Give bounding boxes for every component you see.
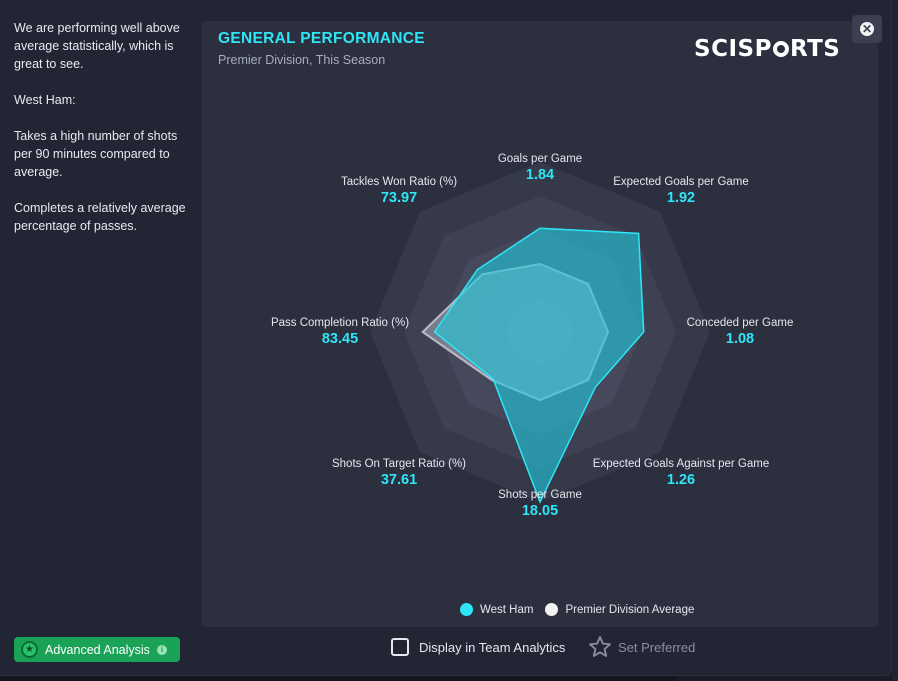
legend-dot-team	[460, 603, 473, 616]
summary-paragraph: Completes a relatively average percentag…	[14, 201, 186, 233]
metric-value: 1.92	[666, 190, 696, 206]
background-scroll-strip	[892, 0, 898, 681]
legend-dot-average	[545, 603, 559, 616]
metric-label: Goals per Game	[497, 153, 583, 165]
summary-paragraph: West Ham:	[14, 93, 76, 107]
metric-label: Expected Goals per Game	[613, 176, 749, 188]
metric-value: 1.08	[725, 331, 755, 347]
metric-label: Shots On Target Ratio (%)	[331, 458, 467, 470]
metric-conceded-per-game: Conceded per Game 1.08	[687, 316, 794, 348]
metric-tackles-won-ratio: Tackles Won Ratio (%) 73.97	[341, 175, 457, 207]
metric-value: 1.84	[525, 167, 555, 183]
metric-shots-on-target-ratio: Shots On Target Ratio (%) 37.61	[332, 457, 466, 489]
performance-summary: We are performing well above average sta…	[14, 19, 196, 253]
advanced-analysis-button[interactable]: ★ Advanced Analysis i	[14, 637, 180, 662]
panel-subtitle: Premier Division, This Season	[218, 53, 386, 67]
logo-text-right: RTS	[789, 36, 841, 62]
display-in-team-analytics-label: Display in Team Analytics	[419, 639, 566, 655]
summary-paragraph: We are performing well above average sta…	[14, 21, 180, 71]
metric-value: 73.97	[380, 190, 418, 206]
metric-value: 1.26	[666, 472, 696, 488]
set-preferred-button[interactable]: Set Preferred	[588, 635, 695, 659]
metric-value: 18.05	[521, 503, 559, 519]
legend-label-team: West Ham	[480, 603, 534, 616]
legend-item-team: West Ham	[460, 603, 533, 616]
panel-title: GENERAL PERFORMANCE	[218, 30, 425, 47]
series-team-area	[433, 227, 645, 504]
close-icon: ✕	[860, 22, 874, 36]
metric-value: 83.45	[321, 331, 359, 347]
metric-label: Shots per Game	[498, 489, 582, 501]
star-outline-icon	[589, 636, 611, 657]
metric-pass-completion-ratio: Pass Completion Ratio (%) 83.45	[271, 316, 409, 348]
star-circle-icon: ★	[21, 641, 38, 658]
metric-label: Expected Goals Against per Game	[592, 458, 770, 470]
metric-expected-goals-against: Expected Goals Against per Game 1.26	[593, 457, 769, 489]
radar-chart	[370, 162, 710, 504]
metric-label: Conceded per Game	[686, 317, 794, 329]
close-button[interactable]: ✕	[852, 15, 882, 43]
metric-shots-per-game: Shots per Game 18.05	[498, 488, 582, 520]
metric-goals-per-game: Goals per Game 1.84	[498, 152, 582, 184]
legend-label-average: Premier Division Average	[565, 603, 695, 616]
radar-panel: GENERAL PERFORMANCE Premier Division, Th…	[202, 21, 878, 627]
logo-ring	[772, 41, 789, 57]
metric-value: 37.61	[380, 472, 418, 488]
metric-label: Pass Completion Ratio (%)	[270, 317, 410, 329]
legend-item-average: Premier Division Average	[545, 603, 694, 616]
chart-legend: West Ham Premier Division Average	[460, 603, 706, 616]
summary-paragraph: Takes a high number of shots per 90 minu…	[14, 129, 178, 179]
metric-label: Tackles Won Ratio (%)	[340, 176, 458, 188]
scisports-logo: SCISP RTS	[694, 36, 840, 62]
set-preferred-label: Set Preferred	[618, 639, 696, 655]
logo-text-left: SCISP	[694, 36, 772, 62]
display-in-team-analytics-checkbox[interactable]: Display in Team Analytics	[391, 638, 565, 656]
advanced-analysis-label: Advanced Analysis	[45, 642, 150, 657]
info-icon[interactable]: i	[156, 644, 167, 655]
metric-expected-goals-per-game: Expected Goals per Game 1.92	[613, 175, 749, 207]
checkbox-box[interactable]	[391, 638, 409, 656]
